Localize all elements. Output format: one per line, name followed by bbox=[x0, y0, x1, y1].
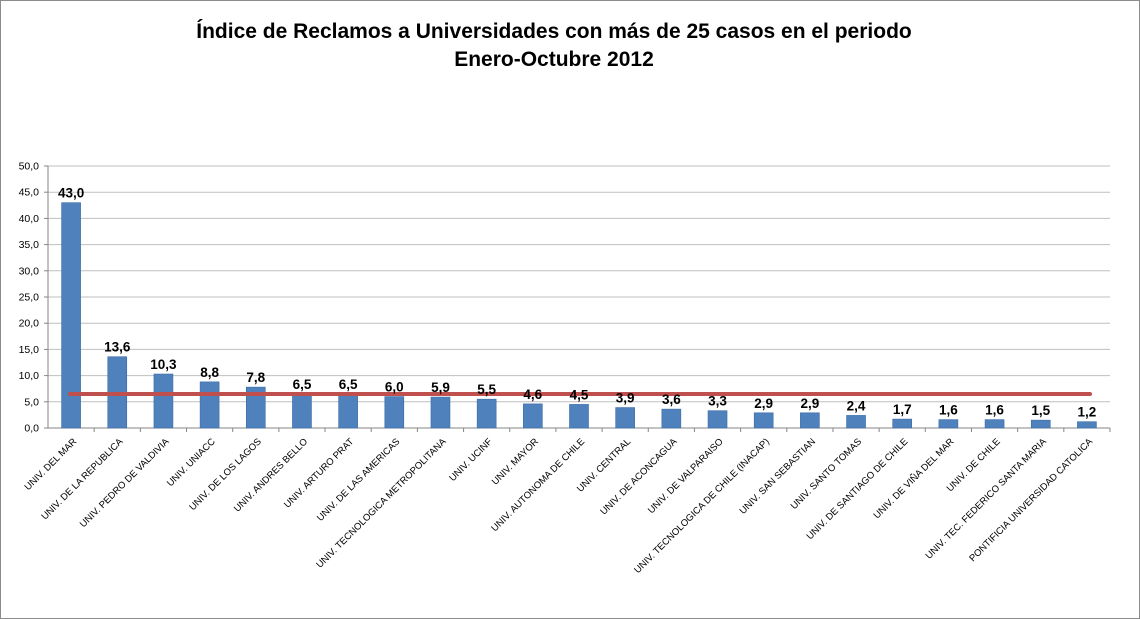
bar bbox=[1030, 419, 1051, 429]
data-label: 6,0 bbox=[385, 380, 404, 395]
bar bbox=[199, 381, 220, 429]
data-label: 3,6 bbox=[662, 392, 681, 407]
y-tick-label: 25,0 bbox=[19, 292, 40, 304]
data-label: 8,8 bbox=[200, 365, 219, 380]
bar bbox=[984, 419, 1005, 429]
data-label: 3,9 bbox=[616, 391, 635, 406]
y-tick-label: 5,0 bbox=[24, 396, 39, 408]
x-tick-label: UNIV. UNIACC bbox=[165, 436, 218, 489]
bar bbox=[1077, 421, 1097, 429]
y-tick-label: 15,0 bbox=[19, 344, 40, 356]
x-tick-label: UNIV. DE VIÑA DEL MAR bbox=[872, 436, 957, 521]
bar bbox=[800, 412, 820, 429]
data-label: 1,2 bbox=[1078, 405, 1097, 420]
bar bbox=[615, 407, 635, 429]
y-tick-label: 0,0 bbox=[24, 423, 39, 435]
y-tick-label: 35,0 bbox=[19, 239, 40, 251]
bar bbox=[476, 398, 497, 429]
y-tick-label: 45,0 bbox=[19, 187, 40, 199]
y-tick-label: 20,0 bbox=[19, 318, 40, 330]
x-tick-label: UNIV. SAN SEBASTIAN bbox=[738, 436, 818, 516]
chart-title-line-1: Índice de Reclamos a Universidades con m… bbox=[196, 20, 912, 43]
y-tick-label: 30,0 bbox=[19, 265, 40, 277]
data-label: 13,6 bbox=[104, 340, 131, 355]
y-tick-label: 40,0 bbox=[19, 213, 40, 225]
data-label: 4,5 bbox=[570, 387, 589, 402]
x-tick-label: UNIV. MAYOR bbox=[490, 436, 541, 487]
bar bbox=[430, 396, 451, 429]
x-tick-label: UNIV. AUTONOMA DE CHILE bbox=[489, 436, 587, 534]
bar bbox=[661, 408, 682, 429]
bar bbox=[384, 396, 405, 429]
bar bbox=[245, 386, 266, 429]
data-label: 2,9 bbox=[800, 396, 819, 411]
x-tick-label: UNIV. DE LAS AMERICAS bbox=[315, 436, 402, 523]
bar bbox=[292, 393, 312, 429]
data-label: 4,6 bbox=[523, 387, 542, 402]
chart-title: Índice de Reclamos a Universidades con m… bbox=[0, 18, 1108, 74]
data-label: 43,0 bbox=[58, 186, 84, 201]
data-label: 1,6 bbox=[939, 403, 958, 418]
data-label: 5,5 bbox=[477, 382, 496, 397]
data-label: 2,4 bbox=[847, 398, 866, 413]
x-tick-label: UNIV. PEDRO DE VALDIVIA bbox=[78, 436, 172, 530]
chart-title-line-2: Enero-Octubre 2012 bbox=[454, 48, 654, 71]
bar bbox=[569, 404, 589, 429]
bar bbox=[753, 412, 774, 429]
bar bbox=[338, 393, 358, 429]
x-tick-label: UNIV. UCINF bbox=[447, 436, 495, 484]
bar bbox=[846, 415, 866, 429]
bar bbox=[707, 410, 728, 429]
bar bbox=[61, 202, 81, 429]
data-label: 10,3 bbox=[150, 357, 177, 372]
bar bbox=[892, 418, 913, 429]
x-tick-label: UNIV. DE LA REPUBLICA bbox=[39, 436, 125, 522]
data-label: 6,5 bbox=[339, 377, 358, 392]
data-label: 1,6 bbox=[985, 403, 1004, 418]
y-tick-label: 50,0 bbox=[19, 161, 40, 173]
data-label: 6,5 bbox=[293, 377, 312, 392]
bar bbox=[938, 419, 959, 429]
y-tick-label: 10,0 bbox=[19, 370, 40, 382]
data-label: 5,9 bbox=[431, 380, 450, 395]
data-label: 7,8 bbox=[246, 370, 265, 385]
x-tick-label: UNIV. DE ACONCAGUA bbox=[598, 436, 680, 518]
data-label: 3,3 bbox=[708, 394, 727, 409]
bar bbox=[153, 373, 174, 429]
x-tick-label: UNIV. DE VALPARAISO bbox=[646, 436, 726, 516]
bar bbox=[523, 403, 543, 429]
data-label: 2,9 bbox=[754, 396, 773, 411]
x-tick-label: UNIV. DE SANTIAGO DE CHILE bbox=[805, 436, 911, 542]
data-label: 1,5 bbox=[1031, 403, 1050, 418]
data-label: 1,7 bbox=[893, 402, 912, 417]
